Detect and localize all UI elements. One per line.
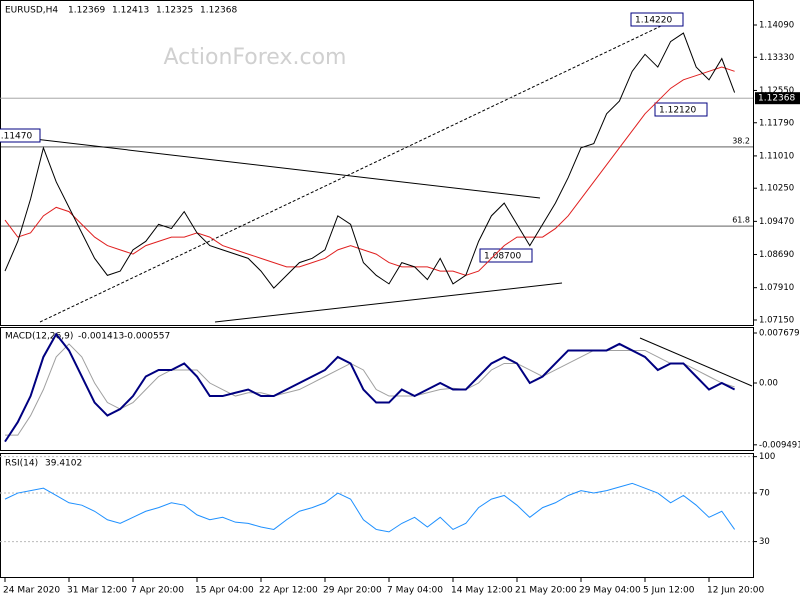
series-line <box>4 32 736 289</box>
annotation-text: 1.11470 <box>0 132 32 142</box>
y-tick-label: 1.09470 <box>759 217 794 227</box>
x-tick-label: 24 Mar 2020 <box>3 586 60 596</box>
macd-trend-line <box>639 337 753 387</box>
y-tick-label: 0.007679 <box>759 328 800 338</box>
y-tick-label: 30 <box>759 537 770 547</box>
x-tick-label: 31 Mar 12:00 <box>67 586 127 596</box>
price-panel <box>0 0 754 326</box>
annotation: 1.14220 <box>630 12 684 27</box>
fib-label: 61.8 <box>732 216 750 225</box>
y-tick-label: -0.009491 <box>759 440 800 450</box>
x-tick-label: 7 May 04:00 <box>387 586 443 596</box>
y-tick-label: 1.13330 <box>759 53 794 63</box>
close: 1.12368 <box>200 6 237 16</box>
x-tick-label: 12 Jun 20:00 <box>707 586 764 596</box>
y-tick-label: 1.10250 <box>759 184 794 194</box>
watermark: ActionForex.com <box>164 45 347 70</box>
annotation-text: 1.14220 <box>635 16 672 26</box>
x-tick-label: 29 Apr 20:00 <box>323 586 382 596</box>
y-tick-label: 1.08690 <box>759 250 794 260</box>
price-tag-text: 1.12368 <box>758 94 795 104</box>
y-tick-label: 1.14090 <box>759 20 794 30</box>
high: 1.12413 <box>112 6 149 16</box>
y-tick-label: 1.12550 <box>759 86 794 96</box>
x-tick-label: 22 Apr 12:00 <box>259 586 318 596</box>
price-tag <box>755 92 800 105</box>
series-line <box>4 482 736 533</box>
x-tick-label: 29 May 04:00 <box>579 586 641 596</box>
channel-line <box>39 15 683 323</box>
y-tick-label: 1.07910 <box>759 283 794 293</box>
x-tick-label: 15 Apr 04:00 <box>195 586 254 596</box>
low: 1.12325 <box>156 6 193 16</box>
annotation-box <box>630 12 684 27</box>
fib-label: 38.2 <box>732 136 750 145</box>
annotation-box <box>654 102 708 117</box>
x-tick-label: 21 May 20:00 <box>515 586 577 596</box>
y-tick-label: 1.11790 <box>759 118 794 128</box>
y-tick-label: 100 <box>759 452 775 462</box>
annotation-box <box>0 128 41 143</box>
rsi-panel <box>0 453 754 578</box>
y-tick-label: 70 <box>759 489 770 499</box>
symbol: EURUSD,H4 <box>5 6 58 16</box>
header: EURUSD,H4 1.12369 1.12413 1.12325 1.1236… <box>5 6 237 16</box>
series-line <box>5 343 735 436</box>
trend-line <box>0 134 541 199</box>
annotation-box <box>479 248 533 263</box>
x-tick-label: 5 Jun 12:00 <box>643 586 695 596</box>
signal-value: -0.000557 <box>124 332 170 342</box>
macd-title: MACD(12,26,9) -0.001413 -0.000557 <box>5 332 170 342</box>
trend-line <box>214 282 563 323</box>
rsi-title: RSI(14) 39.4102 <box>5 459 82 469</box>
annotation: 1.12120 <box>654 102 708 117</box>
annotation: 1.08700 <box>479 248 533 263</box>
y-tick-label: 1.11010 <box>759 151 794 161</box>
rsi-value: 39.4102 <box>45 459 82 469</box>
series-line <box>4 66 735 276</box>
macd-panel <box>0 327 754 451</box>
annotation: 1.11470 <box>0 128 41 143</box>
y-tick-label: 0.00 <box>759 379 778 389</box>
macd-name: MACD(12,26,9) <box>5 332 73 342</box>
x-tick-label: 14 May 12:00 <box>451 586 513 596</box>
annotation-text: 1.08700 <box>484 252 521 262</box>
open: 1.12369 <box>68 6 105 16</box>
rsi-name: RSI(14) <box>5 459 38 469</box>
annotation-text: 1.12120 <box>659 106 696 116</box>
macd-value: -0.001413 <box>78 332 124 342</box>
x-tick-label: 7 Apr 20:00 <box>131 586 184 596</box>
series-line <box>4 332 736 443</box>
y-tick-label: 1.07150 <box>759 315 794 325</box>
